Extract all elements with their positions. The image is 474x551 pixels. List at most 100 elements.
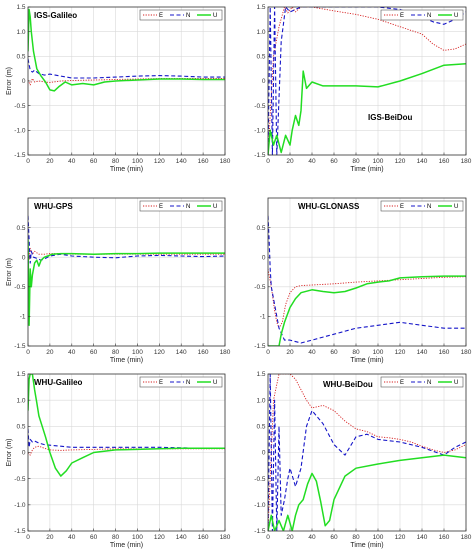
series-line-n [28,215,225,264]
y-tick-label: -0.5 [254,103,266,110]
y-tick-label: -1 [20,314,26,321]
series-group [28,374,225,477]
x-tick-label: 140 [417,349,428,356]
x-tick-label: 180 [461,534,472,541]
y-tick-label: -1.5 [14,343,26,350]
x-tick-label: 100 [132,158,143,165]
legend-label-e: E [400,380,404,386]
series-line-n [268,374,466,531]
x-tick-label: 80 [352,158,360,165]
x-tick-label: 0 [26,158,30,165]
x-tick-label: 60 [330,534,338,541]
x-tick-label: 120 [154,534,165,541]
x-tick-label: 100 [132,534,143,541]
x-tick-label: 180 [220,349,231,356]
x-tick-label: 160 [198,349,209,356]
chart-panel-3: 0 20 40 60 80 100 120 140 160 180 -1.5 -1 -0.5 0 0.5 Ti… [6,197,231,364]
series-line-n [28,58,225,79]
y-tick-label: 1.5 [256,4,265,11]
x-tick-label: 60 [90,158,98,165]
legend-box [380,200,464,212]
series-group [268,374,466,531]
y-tick-label: 1.0 [256,397,265,404]
x-tick-label: 20 [286,158,294,165]
x-tick-label: 60 [90,349,98,356]
y-tick-label: 1.5 [16,4,25,11]
x-tick-label: 60 [330,349,338,356]
x-tick-label: 40 [68,349,76,356]
x-tick-label: 100 [132,349,143,356]
y-tick-label: -1.0 [14,502,26,509]
x-tick-label: 80 [112,349,120,356]
chart-title: WHU-BeiDou [323,380,373,389]
y-tick-label: -1.5 [254,343,266,350]
x-tick-label: 160 [198,158,209,165]
y-tick-label: 0.5 [256,424,265,431]
x-tick-label: 0 [26,534,30,541]
chart-panel-1: 0 20 40 60 80 100 120 140 160 180 -1.5 -1.0 -0.5 0 0.5… [6,4,231,173]
chart-panel-6: 0 20 40 60 80 100 120 140 160 180 -1.5 -1.0 -0.5 0 0.5… [254,371,472,549]
y-tick-label: 1.0 [16,29,25,36]
legend-box [380,376,464,388]
legend-label-n: N [427,204,431,210]
x-axis-label: Time (min) [110,542,143,549]
axes-frame [267,197,467,347]
x-tick-label: 20 [46,158,54,165]
series-group [28,215,225,327]
y-tick-label: -0.5 [14,476,26,483]
series-line-e [268,268,466,329]
y-tick-label: -1 [260,314,266,321]
y-tick-label: -0.5 [14,103,26,110]
y-tick-label: 0 [262,254,266,261]
series-group [268,7,466,155]
series-line-n [268,7,466,155]
axes-frame [27,197,226,347]
y-tick-label: 1.5 [256,371,265,378]
legend-label-e: E [159,204,163,210]
x-tick-label: 40 [68,534,76,541]
legend-label-n: N [186,13,190,19]
x-tick-label: 120 [154,158,165,165]
y-tick-label: -1.0 [14,128,26,135]
y-tick-label: 0 [262,450,266,457]
x-tick-label: 140 [176,158,187,165]
plot-area [28,198,225,346]
x-tick-label: 120 [395,349,406,356]
series-line-n [268,215,466,344]
x-tick-label: 80 [352,349,360,356]
series-line-u [268,62,466,155]
x-tick-label: 180 [461,158,472,165]
series-line-u [28,374,225,477]
y-tick-label: -0.5 [254,476,266,483]
y-tick-label: 0.5 [256,225,265,232]
x-axis-label: Time (min) [350,357,383,364]
x-tick-label: 140 [176,349,187,356]
x-tick-label: 20 [286,534,294,541]
x-tick-label: 0 [266,158,270,165]
legend-label-n: N [186,204,190,210]
legend-box [139,376,223,388]
y-tick-label: 1.0 [16,397,25,404]
legend-label-u: U [213,13,217,19]
x-tick-label: 140 [176,534,187,541]
x-axis-label: Time (min) [350,542,383,549]
y-tick-label: -1.5 [14,152,26,159]
series-line-u [268,454,466,531]
plot-area [268,198,466,346]
x-axis-label: Time (min) [350,166,383,173]
legend-label-u: U [454,204,458,210]
x-tick-label: 180 [220,534,231,541]
chart-title: WHU-GPS [34,202,73,211]
x-tick-label: 160 [439,158,450,165]
x-tick-label: 20 [46,534,54,541]
x-tick-label: 160 [439,534,450,541]
legend-box [380,9,464,21]
legend-label-u: U [454,380,458,386]
legend-label-u: U [213,380,217,386]
legend-label-n: N [427,380,431,386]
x-tick-label: 80 [112,158,120,165]
